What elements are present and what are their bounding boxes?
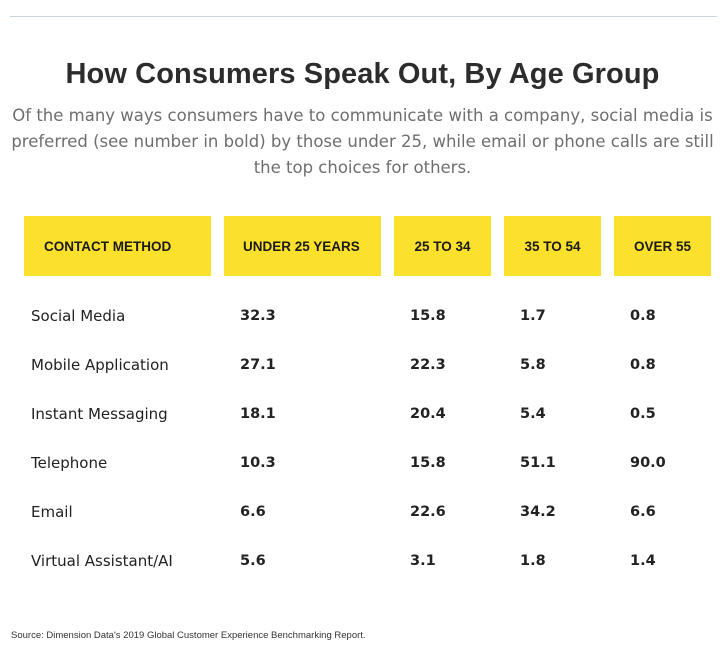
cell-over-55: 6.6 (630, 504, 656, 520)
header-contact-method: CONTACT METHOD (24, 216, 211, 276)
cell-under-25: 10.3 (240, 455, 276, 471)
header-35-to-54: 35 TO 54 (504, 216, 601, 276)
cell-25-to-34: 3.1 (410, 553, 436, 569)
header-label: CONTACT METHOD (44, 238, 172, 254)
source-note: Source: Dimension Data's 2019 Global Cus… (11, 630, 366, 641)
cell-under-25: 32.3 (240, 308, 276, 324)
row-label: Instant Messaging (31, 405, 168, 423)
cell-25-to-34: 15.8 (410, 308, 446, 324)
cell-over-55: 0.5 (630, 406, 656, 422)
cell-under-25: 27.1 (240, 357, 276, 373)
header-label: 25 TO 34 (414, 238, 471, 254)
cell-over-55: 0.8 (630, 357, 656, 373)
header-under-25: UNDER 25 YEARS (224, 216, 381, 276)
row-label: Telephone (31, 454, 108, 472)
header-label: OVER 55 (633, 238, 692, 254)
cell-over-55: 90.0 (630, 455, 666, 471)
cell-25-to-34: 22.6 (410, 504, 446, 520)
cell-35-to-54: 5.4 (520, 406, 546, 422)
row-label: Social Media (31, 307, 126, 325)
row-label: Email (31, 503, 73, 521)
top-divider (10, 16, 717, 17)
row-label: Mobile Application (31, 356, 169, 374)
cell-35-to-54: 1.7 (520, 308, 546, 324)
cell-over-55: 1.4 (630, 553, 656, 569)
header-label: UNDER 25 YEARS (243, 238, 360, 254)
cell-35-to-54: 1.8 (520, 553, 546, 569)
cell-under-25: 5.6 (240, 553, 266, 569)
row-label: Virtual Assistant/AI (31, 552, 173, 570)
cell-25-to-34: 22.3 (410, 357, 446, 373)
cell-35-to-54: 34.2 (520, 504, 556, 520)
cell-35-to-54: 51.1 (520, 455, 556, 471)
chart-title: How Consumers Speak Out, By Age Group (65, 58, 660, 90)
header-over-55: OVER 55 (614, 216, 711, 276)
cell-over-55: 0.8 (630, 308, 656, 324)
cell-35-to-54: 5.8 (520, 357, 546, 373)
cell-under-25: 6.6 (240, 504, 266, 520)
header-25-to-34: 25 TO 34 (394, 216, 491, 276)
chart-subtitle: Of the many ways consumers have to commu… (11, 106, 714, 177)
cell-25-to-34: 15.8 (410, 455, 446, 471)
cell-25-to-34: 20.4 (410, 406, 446, 422)
header-label: 35 TO 54 (524, 238, 581, 254)
cell-under-25: 18.1 (240, 406, 276, 422)
